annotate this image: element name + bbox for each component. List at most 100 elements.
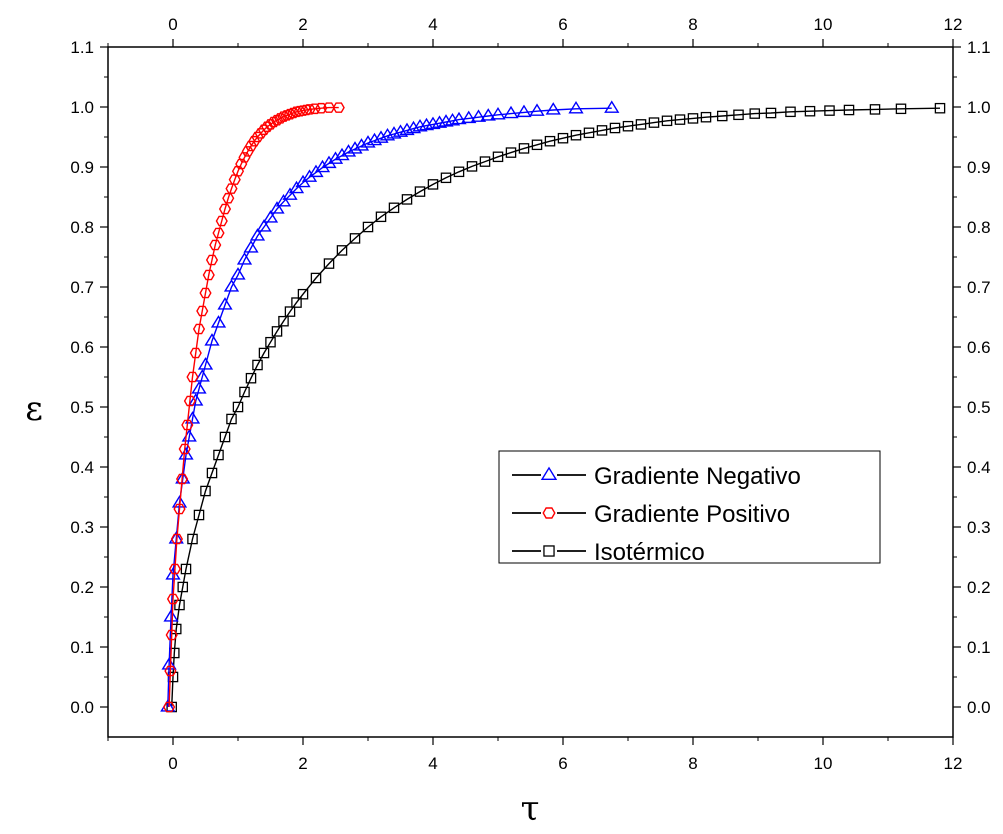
data-point	[183, 395, 196, 407]
y-tick-label-right: 0.1	[967, 638, 991, 657]
data-point	[321, 155, 337, 169]
legend-marker-bg	[541, 467, 557, 483]
y-tick-label-right: 0.0	[967, 698, 991, 717]
data-point	[362, 221, 374, 233]
data-point	[648, 117, 660, 128]
data-point	[375, 211, 387, 223]
data-point	[239, 386, 250, 398]
data-point	[166, 593, 180, 605]
x-tick-label-bottom: 10	[814, 754, 833, 773]
data-point	[261, 121, 274, 133]
data-point	[244, 140, 258, 152]
data-point	[480, 108, 496, 121]
y-tick-label-right: 0.6	[967, 338, 991, 357]
data-point	[401, 194, 413, 205]
data-point	[218, 203, 232, 215]
data-point	[193, 509, 205, 521]
data-point	[785, 106, 796, 118]
data-point	[164, 665, 177, 677]
y-tick-label-left: 1.0	[70, 98, 94, 117]
data-point	[379, 127, 396, 141]
x-tick-label-top: 10	[814, 15, 833, 34]
data-point	[340, 144, 357, 157]
data-point	[209, 239, 222, 251]
series-square	[166, 102, 946, 713]
data-point	[282, 187, 298, 200]
data-point	[245, 372, 257, 384]
data-point	[256, 219, 272, 232]
data-point	[243, 240, 259, 253]
data-point	[310, 272, 322, 284]
data-point	[163, 701, 176, 713]
y-tick-label-left: 0.5	[70, 398, 94, 417]
data-point	[228, 174, 241, 185]
data-point	[168, 563, 182, 575]
data-point	[176, 473, 189, 485]
series-layer	[160, 100, 946, 713]
data-point	[258, 347, 270, 359]
legend-items: Gradiente Negativo Gradiente Positivo Isot…	[512, 463, 801, 566]
plot-area	[108, 47, 953, 737]
x-tick-label-bottom: 8	[688, 754, 697, 773]
data-point	[529, 103, 545, 116]
data-point	[210, 315, 227, 328]
y-tick-label-right: 0.7	[967, 278, 991, 297]
data-point	[231, 165, 245, 177]
data-point	[275, 193, 292, 207]
data-point	[177, 581, 189, 593]
data-point	[392, 124, 409, 137]
data-point	[635, 119, 647, 130]
data-point	[461, 110, 477, 124]
plot-frame	[107, 46, 954, 738]
data-point	[366, 132, 383, 146]
data-point	[173, 503, 186, 515]
data-point	[516, 104, 532, 118]
y-tick-label-left: 0.7	[70, 278, 94, 297]
data-point	[336, 245, 348, 256]
data-point	[323, 258, 335, 269]
y-tick-label-left: 1.1	[70, 38, 94, 57]
data-point	[386, 126, 402, 139]
data-point	[895, 103, 907, 115]
y-tick-label-right: 1.0	[967, 98, 991, 117]
series-triangle	[160, 100, 620, 712]
plot-background	[108, 47, 953, 737]
data-point	[322, 102, 336, 113]
legend-box	[498, 450, 881, 564]
data-point	[184, 411, 201, 424]
data-point	[163, 609, 179, 622]
data-point	[236, 252, 253, 265]
legend-marker	[542, 507, 556, 519]
data-point	[315, 102, 328, 114]
x-tick-label-bottom: 12	[944, 754, 963, 773]
y-tick-label-right: 0.5	[967, 398, 991, 417]
data-point	[622, 120, 634, 132]
data-point	[194, 369, 210, 382]
data-point	[265, 336, 276, 348]
y-tick-label-right: 0.2	[967, 578, 991, 597]
data-point	[314, 159, 331, 173]
data-point	[716, 110, 728, 122]
data-point	[226, 413, 237, 425]
data-point	[388, 202, 400, 214]
data-point	[262, 210, 279, 223]
y-tick-label-left: 0.1	[70, 638, 94, 657]
data-point	[700, 111, 712, 123]
data-point	[161, 657, 177, 670]
axes-layer: 0 0 2 2 4 4 6 6 8 8 10 10 12 12 0.0 0.0 0.1 0.1 0.2 0.2 0.3 0…	[70, 15, 990, 773]
data-point	[466, 161, 478, 172]
data-point	[264, 119, 277, 130]
data-point	[349, 233, 361, 244]
data-point	[347, 141, 363, 154]
data-point	[414, 186, 426, 197]
data-point	[212, 227, 225, 239]
data-point	[353, 138, 370, 151]
data-point	[249, 228, 266, 241]
data-point	[297, 288, 309, 300]
legend-marker	[543, 545, 555, 557]
data-point	[271, 326, 283, 337]
data-point	[180, 563, 192, 575]
data-point	[492, 151, 504, 163]
data-point	[544, 135, 556, 147]
